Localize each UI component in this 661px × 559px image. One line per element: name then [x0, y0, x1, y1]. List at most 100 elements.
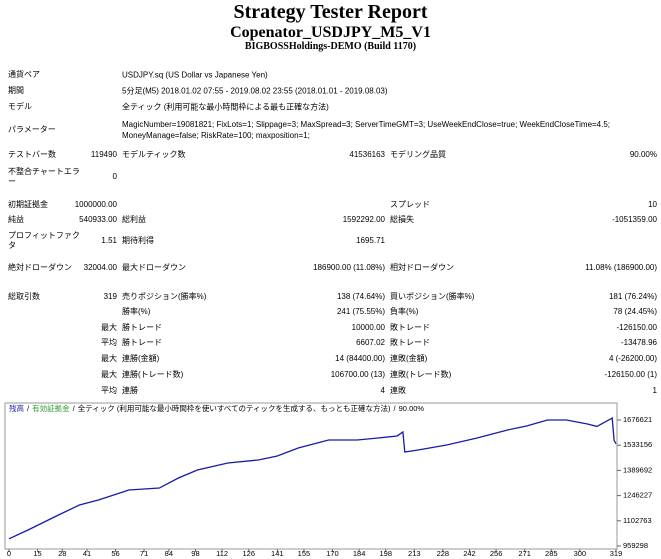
x-tick-label: 271: [518, 549, 531, 558]
stat-label: 総利益: [122, 215, 146, 224]
x-tick-label: 28: [58, 549, 66, 558]
stat-value: 6607.02: [356, 338, 385, 347]
stat-value: 1000000.00: [74, 200, 117, 209]
y-tick-label: 1533156: [623, 440, 652, 449]
y-tick-label: 1389692: [623, 465, 652, 474]
balance-line: [8, 416, 617, 540]
stat-value: 241 (75.55%): [336, 307, 385, 316]
stat-label: 連勝(金額): [122, 354, 160, 363]
stat-label: 初期証拠金: [8, 200, 48, 209]
legend-separator: /: [73, 404, 76, 413]
stat-value: 540933.00: [79, 215, 117, 224]
info-value: MagicNumber=19081821; FixLots=1; Slippag…: [122, 120, 611, 140]
stat-value: -13478.96: [620, 338, 657, 347]
plot-frame: [4, 402, 618, 550]
stat-label: 勝率(%): [122, 307, 151, 316]
x-tick-label: 41: [83, 549, 91, 558]
y-tick-label: 959298: [623, 541, 648, 550]
x-tick-label: 285: [545, 549, 558, 558]
x-tick-label: 126: [242, 549, 255, 558]
report-build: BIGBOSSHoldings-DEMO (Build 1170): [244, 41, 417, 52]
stat-value: 106700.00 (13): [330, 370, 385, 379]
stat-value: 1.51: [101, 236, 117, 245]
stat-value: 32004.00: [83, 263, 117, 272]
stat-label: 期待利得: [122, 236, 154, 245]
report-title: Strategy Tester Report: [233, 1, 428, 23]
stat-value: 14 (84400.00): [335, 354, 385, 363]
stat-label: 純益: [8, 215, 24, 224]
stat-value: -126150.00: [616, 323, 657, 332]
stat-label: 総取引数: [8, 292, 40, 301]
stat-label: 連敗(トレード数): [390, 370, 452, 379]
stat-label: 負率(%): [390, 307, 419, 316]
x-tick-label: 319: [610, 549, 623, 558]
stat-label: スプレッド: [390, 200, 430, 209]
stat-value: 11.08% (186900.00): [585, 263, 657, 272]
stat-value: 1695.71: [356, 236, 385, 245]
info-label: パラメーター: [8, 125, 56, 134]
chart: 残高 / 有効証拠金 / 全ティック (利用可能な最小時間枠を使いすべてのティックを生成…: [4, 402, 652, 558]
legend-entry: 全ティック (利用可能な最小時間枠を使いすべてのティックを生成する、もっとも正確…: [78, 403, 391, 413]
stat-value: 10: [648, 200, 657, 209]
x-tick-label: 228: [437, 549, 450, 558]
legend-entry: 有効証拠金: [32, 403, 70, 413]
stat-label: 勝トレード: [122, 323, 162, 332]
stat-label: テストバー数: [8, 150, 56, 159]
info-label: 通貨ペア: [8, 70, 40, 79]
x-tick-label: 300: [574, 549, 587, 558]
stat-value: 最大: [101, 354, 117, 363]
stat-value: 10000.00: [351, 323, 385, 332]
x-tick-label: 213: [408, 549, 421, 558]
stat-value: 41536163: [349, 150, 385, 159]
x-tick-label: 184: [353, 549, 366, 558]
stat-label: 絶対ドローダウン: [8, 263, 72, 272]
info-value: 5分足(M5) 2018.01.02 07:55 - 2019.08.02 23…: [122, 86, 388, 96]
stat-value: 1592292.00: [342, 215, 385, 224]
stat-label: 相対ドローダウン: [390, 263, 454, 272]
legend-entry: 90.00%: [399, 404, 425, 413]
stat-value: 119490: [90, 150, 117, 159]
stat-label: 総損失: [390, 215, 414, 224]
x-tick-label: 0: [7, 549, 11, 558]
x-tick-label: 98: [191, 549, 199, 558]
stat-value: -126150.00 (1): [604, 370, 657, 379]
stat-label: モデリング品質: [390, 150, 446, 159]
stat-value: 最大: [101, 370, 117, 379]
stat-value: 4: [380, 386, 385, 395]
stat-value: 319: [103, 292, 117, 301]
x-tick-label: 84: [165, 549, 173, 558]
x-tick-label: 170: [326, 549, 339, 558]
stat-value: 181 (76.24%): [608, 292, 657, 301]
x-tick-label: 15: [33, 549, 41, 558]
x-tick-label: 155: [298, 549, 311, 558]
stat-label: 敗トレード: [390, 338, 430, 347]
stat-value: -1051359.00: [612, 215, 657, 224]
x-tick-label: 198: [380, 549, 393, 558]
y-tick-label: 1246227: [623, 491, 652, 500]
stat-label: 連敗: [390, 386, 406, 395]
stat-value: 1: [652, 386, 657, 395]
x-tick-label: 112: [216, 549, 228, 558]
stat-value: 186900.00 (11.08%): [313, 263, 385, 272]
y-tick-label: 1102763: [623, 516, 652, 525]
legend-separator: /: [27, 404, 30, 413]
legend-entry: 残高: [9, 403, 24, 413]
legend: 残高 / 有効証拠金 / 全ティック (利用可能な最小時間枠を使いすべてのティックを生成…: [9, 403, 424, 413]
x-tick-label: 256: [490, 549, 503, 558]
stat-label: 買いポジション(勝率%): [390, 292, 475, 301]
x-tick-label: 242: [463, 549, 476, 558]
x-tick-label: 56: [111, 549, 119, 558]
stat-value: 最大: [101, 323, 117, 332]
x-tick-label: 71: [140, 549, 148, 558]
stat-label: 連敗(金額): [390, 354, 428, 363]
stat-label: 連勝: [122, 386, 138, 395]
stat-value: 78 (24.45%): [613, 307, 657, 316]
stat-label: 不整合チャートエラー: [8, 167, 80, 186]
legend-separator: /: [394, 404, 397, 413]
stat-label: プロフィットファクタ: [8, 231, 80, 250]
info-value: USDJPY.sq (US Dollar vs Japanese Yen): [122, 70, 268, 80]
stat-value: 4 (-26200.00): [608, 354, 657, 363]
stat-value: 138 (74.64%): [336, 292, 385, 301]
info-value: 全ティック (利用可能な最小時間枠による最も正確な方法): [122, 102, 329, 112]
